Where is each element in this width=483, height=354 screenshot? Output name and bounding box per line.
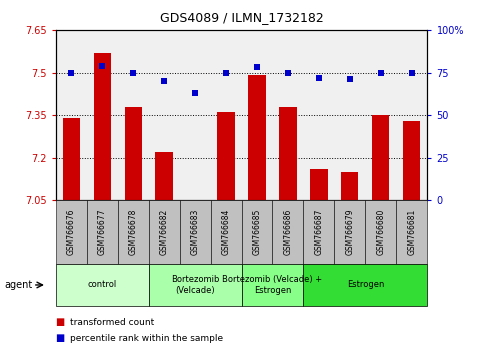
Text: Bortezomib
(Velcade): Bortezomib (Velcade) [171, 275, 219, 295]
Bar [217, 112, 235, 200]
Text: GSM766677: GSM766677 [98, 209, 107, 255]
Bar [125, 107, 142, 200]
Bar [280, 107, 297, 200]
Point [346, 76, 354, 82]
Text: agent: agent [5, 280, 33, 290]
Text: GSM766684: GSM766684 [222, 209, 230, 255]
Bar [94, 53, 111, 200]
Point [284, 70, 292, 75]
Bar [311, 169, 327, 200]
Point [377, 70, 385, 75]
Text: ■: ■ [56, 333, 65, 343]
Bar [62, 118, 80, 200]
Text: GSM766686: GSM766686 [284, 209, 293, 255]
Point [253, 65, 261, 70]
Text: transformed count: transformed count [70, 318, 154, 327]
Text: Bortezomib (Velcade) +
Estrogen: Bortezomib (Velcade) + Estrogen [223, 275, 323, 295]
Text: GSM766678: GSM766678 [128, 209, 138, 255]
Text: GSM766680: GSM766680 [376, 209, 385, 255]
Point [98, 63, 106, 69]
Text: GDS4089 / ILMN_1732182: GDS4089 / ILMN_1732182 [159, 11, 324, 24]
Point [222, 70, 230, 75]
Bar [372, 115, 389, 200]
Text: Estrogen: Estrogen [347, 280, 384, 290]
Bar [403, 121, 421, 200]
Point [129, 70, 137, 75]
Text: control: control [87, 280, 117, 290]
Text: GSM766679: GSM766679 [345, 209, 355, 255]
Text: GSM766683: GSM766683 [190, 209, 199, 255]
Text: percentile rank within the sample: percentile rank within the sample [70, 333, 223, 343]
Point [408, 70, 416, 75]
Text: GSM766676: GSM766676 [67, 209, 75, 255]
Point [315, 75, 323, 80]
Bar [156, 152, 172, 200]
Point [67, 70, 75, 75]
Point [160, 78, 168, 84]
Text: GSM766682: GSM766682 [159, 209, 169, 255]
Text: GSM766681: GSM766681 [408, 209, 416, 255]
Text: GSM766687: GSM766687 [314, 209, 324, 255]
Point [191, 90, 199, 96]
Text: GSM766685: GSM766685 [253, 209, 261, 255]
Text: ■: ■ [56, 317, 65, 327]
Bar [248, 75, 266, 200]
Bar [341, 172, 358, 200]
